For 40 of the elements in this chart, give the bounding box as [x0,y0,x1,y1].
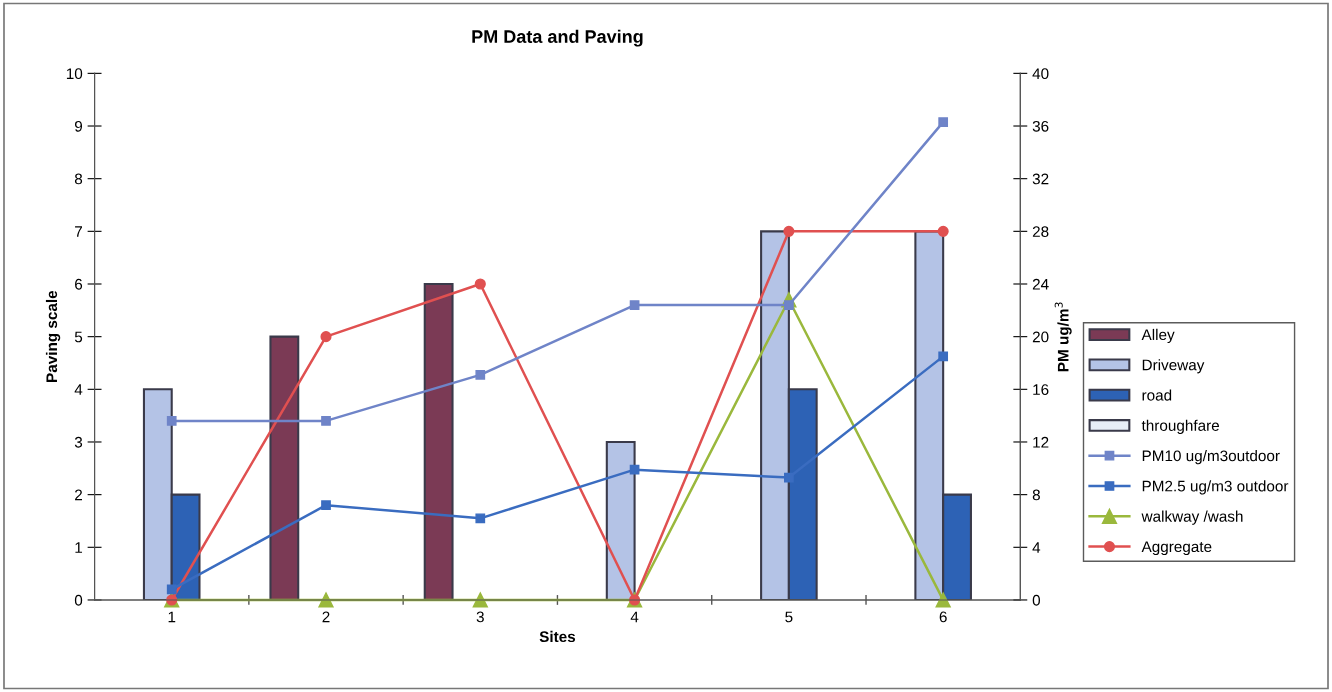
x-tick-label: 3 [476,611,484,623]
y2-tick-label: 28 [1032,226,1049,238]
y2-tick-label: 20 [1032,331,1049,343]
y-axis-title: Paving scale [45,290,61,382]
y2-axis-title: PM ug/m$^{3}$ [1054,302,1072,372]
legend-label: PM10 ug/m3outdoor [1142,450,1280,465]
y2-tick-label: 0 [1032,594,1041,606]
y-tick-label: 1 [75,542,83,553]
legend-label: Aggregate [1141,541,1212,556]
y2-tick-label: 36 [1032,120,1049,132]
x-tick-label: 6 [939,611,947,623]
y2-tick-label: 32 [1032,173,1049,185]
y2-tick-label: 4 [1032,542,1041,553]
x-tick-label: 5 [785,611,793,623]
legend-label: walkway /wash [1141,510,1243,525]
x-axis-title: Sites [539,630,576,643]
y-tick-label: 5 [74,331,83,343]
y2-tick-label: 8 [1032,489,1040,501]
y2-tick-label: 16 [1033,384,1049,396]
y-tick-label: 7 [75,226,82,237]
legend-label: PM2.5 ug/m3 outdoor [1142,480,1289,495]
y-tick-label: 8 [74,173,83,185]
legend-label: throughfare [1141,419,1220,434]
legend-label: Driveway [1142,359,1205,374]
y-tick-label: 0 [74,594,83,606]
y-tick-label: 3 [74,436,83,448]
y2-tick-label: 40 [1032,68,1049,80]
legend-label: road [1142,389,1172,401]
chart-title: PM Data and Paving [472,29,643,47]
x-tick-label: 4 [630,611,639,623]
y-tick-label: 10 [66,68,83,80]
y-tick-label: 9 [74,120,83,132]
legend-label: Alley [1141,328,1175,344]
y2-tick-label: 24 [1032,278,1049,290]
y2-tick-label: 12 [1033,436,1049,448]
y-tick-label: 6 [75,278,83,290]
x-tick-label: 2 [322,611,330,623]
y-tick-label: 4 [74,384,83,395]
y-tick-label: 2 [75,489,82,501]
x-tick-label: 1 [168,611,176,623]
